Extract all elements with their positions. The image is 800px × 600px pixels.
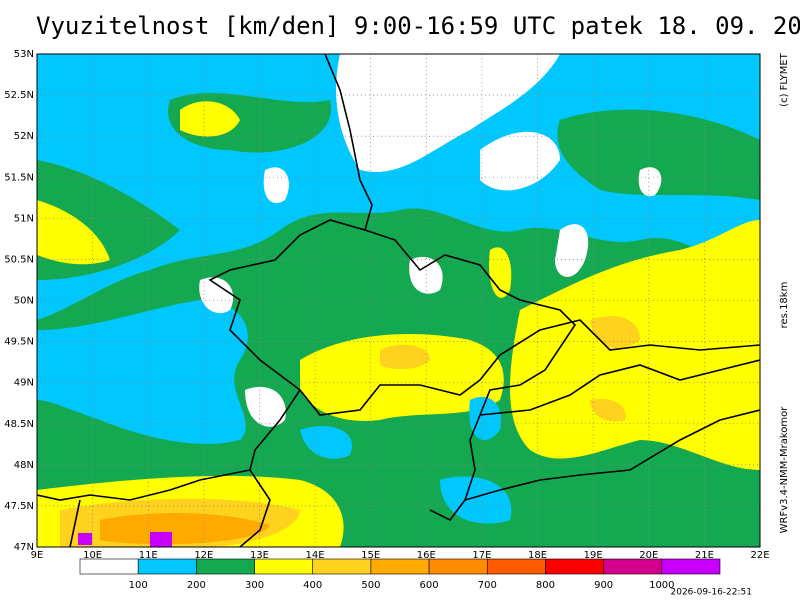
colorbar-label: 300 xyxy=(245,580,264,591)
borders xyxy=(37,54,760,547)
colorbar-label: 100 xyxy=(129,580,148,591)
colorbar-swatch xyxy=(545,558,604,575)
lat-label: 49N xyxy=(14,378,34,389)
lat-label: 50N xyxy=(14,296,34,307)
lon-label: 14E xyxy=(306,550,325,561)
lon-label: 10E xyxy=(83,550,102,561)
lon-label: 20E xyxy=(639,550,658,561)
colorbar-label: 800 xyxy=(536,580,555,591)
lon-label: 11E xyxy=(139,550,158,561)
graticule xyxy=(37,54,760,547)
map-title: Vyuzitelnost [km/den] 9:00-16:59 UTC pat… xyxy=(36,12,800,40)
colorbar-label: 900 xyxy=(594,580,613,591)
colorbar-label: 600 xyxy=(420,580,439,591)
lat-label: 47.5N xyxy=(4,501,34,512)
lat-label: 51N xyxy=(14,213,34,224)
colorbar: 100 200 300 400 500 600 700 800 900 1000 xyxy=(79,558,721,591)
colorbar-swatch xyxy=(254,558,314,575)
colorbar-swatch xyxy=(428,558,488,575)
map-frame xyxy=(36,53,761,548)
colorbar-label: 1000 xyxy=(649,580,674,591)
credit: (c) FLYMET xyxy=(779,52,790,107)
timestamp: 2026-09-16-22:51 xyxy=(671,588,753,598)
lon-label: 22E xyxy=(750,550,769,561)
lon-label: 9E xyxy=(31,550,44,561)
colorbar-label: 700 xyxy=(478,580,497,591)
colorbar-label: 500 xyxy=(361,580,380,591)
lat-label: 50.5N xyxy=(4,254,34,265)
lat-label: 52.5N xyxy=(4,90,34,101)
lat-label: 52N xyxy=(14,131,34,142)
lon-label: 17E xyxy=(472,550,491,561)
colorbar-label: 400 xyxy=(303,580,322,591)
map-field xyxy=(37,54,760,547)
lon-label: 19E xyxy=(584,550,603,561)
colorbar-swatch xyxy=(312,558,372,575)
lon-label: 13E xyxy=(250,550,269,561)
colorbar-swatch xyxy=(661,558,721,575)
model-label: WRFv3.4-NMM-Mrakomor xyxy=(779,406,790,534)
lon-label: 21E xyxy=(695,550,714,561)
lon-label: 12E xyxy=(194,550,213,561)
lat-label: 49.5N xyxy=(4,337,34,348)
colorbar-swatch xyxy=(603,558,663,575)
colorbar-swatch xyxy=(370,558,430,575)
resolution: res.18km xyxy=(779,282,790,329)
colorbar-swatch xyxy=(137,558,197,575)
colorbar-label: 200 xyxy=(187,580,206,591)
lat-label: 48.5N xyxy=(4,419,34,430)
lat-label: 48N xyxy=(14,460,34,471)
lon-label: 16E xyxy=(417,550,436,561)
colorbar-swatch xyxy=(79,558,139,575)
lat-label: 51.5N xyxy=(4,172,34,183)
lon-label: 18E xyxy=(528,550,547,561)
colorbar-swatch xyxy=(196,558,255,575)
lat-label: 53N xyxy=(14,49,34,60)
lon-label: 15E xyxy=(361,550,380,561)
lat-label: 47N xyxy=(14,542,34,553)
colorbar-swatch xyxy=(486,558,546,575)
